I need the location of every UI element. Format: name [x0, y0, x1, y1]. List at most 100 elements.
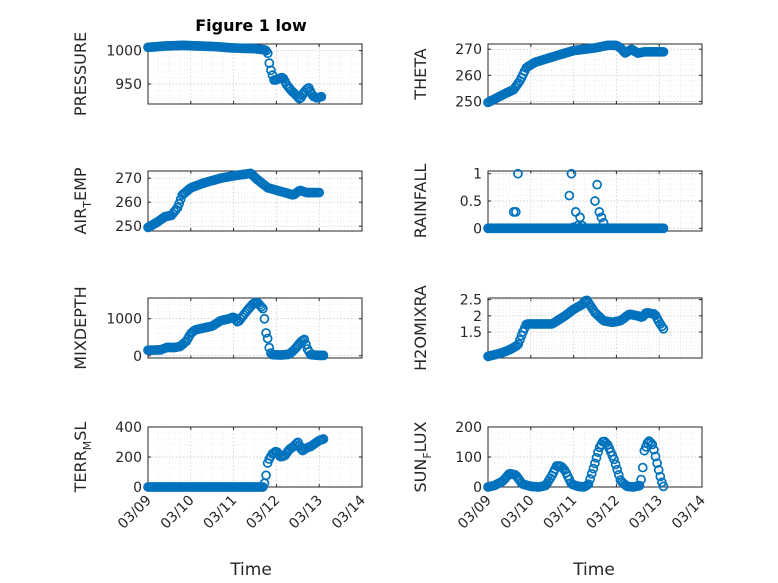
x-tick-label: 03/13 [286, 493, 326, 533]
x-tick-label: 03/11 [201, 493, 241, 533]
data-point [314, 187, 325, 198]
data-point [598, 217, 609, 228]
y-tick-label: 1000 [106, 44, 142, 60]
data-point [318, 434, 329, 444]
data-point [647, 439, 658, 450]
data-point [510, 207, 521, 217]
y-tick-label: 250 [115, 219, 142, 235]
data-point [658, 323, 669, 334]
data-point [592, 179, 602, 190]
data-point [649, 444, 659, 455]
subplot-terr-msl: 0 200 400 TERRMSL 03/09 03/10 03/11 03/12 03/13 0… [71, 420, 369, 532]
data-point [261, 470, 271, 481]
series-terr-msl [143, 434, 329, 492]
x-tick-label: 03/12 [243, 493, 283, 533]
data-point [318, 350, 329, 361]
series-theta [483, 40, 669, 108]
x-tick-label: 03/09 [115, 493, 155, 533]
y-tick-label: 200 [115, 450, 142, 466]
x-axis-label-right: Time [572, 560, 615, 580]
series-rainfall [483, 168, 669, 234]
x-tick-label: 03/09 [455, 493, 495, 533]
data-point [652, 458, 662, 469]
x-tick-label: 03/13 [626, 493, 666, 533]
y-axis-label-rainfall: RAINFALL [411, 164, 430, 239]
data-point [299, 334, 310, 345]
subplot-mixdepth: 0 1000 MIXDEPTH [71, 286, 363, 370]
y-tick-label: 2.5 [460, 293, 482, 309]
x-tick-label: 03/14 [669, 492, 709, 532]
x-tick-label: 03/12 [583, 493, 623, 533]
data-point [593, 447, 603, 458]
y-tick-label: 0 [473, 221, 482, 237]
y-axis-label-air-temp: AIRTEMP [71, 167, 94, 234]
y-tick-label: 260 [115, 195, 142, 211]
data-point [266, 65, 276, 76]
series-h2omixra [483, 295, 669, 362]
y-tick-label: 270 [115, 171, 142, 187]
data-point [655, 471, 666, 482]
y-tick-label: 250 [455, 94, 482, 110]
data-point [658, 223, 669, 234]
y-tick-label: 400 [115, 420, 142, 436]
data-point [262, 48, 273, 59]
data-point [174, 198, 184, 209]
series-mixdepth [143, 297, 329, 361]
series-air-temp [143, 168, 325, 233]
subplot-theta: 250 260 270 THETA [411, 40, 703, 110]
data-point [256, 301, 267, 312]
y-tick-label: 1000 [106, 312, 142, 328]
data-point [658, 481, 669, 492]
data-point [566, 168, 577, 179]
subplot-pressure: 950 1000 PRESSURE [71, 32, 363, 116]
data-point [658, 46, 669, 57]
data-point [564, 190, 575, 201]
data-point [573, 220, 583, 231]
figure-title: Figure 1 low [195, 16, 307, 35]
subplot-sun-flux: 0 100 200 SUNFLUX 03/09 03/10 03/11 03/12 03/13 0… [411, 420, 709, 532]
y-tick-label: 270 [455, 42, 482, 58]
subplot-h2omixra: 1.522.5 H2OMIXRA [411, 285, 703, 371]
axis-frame [487, 297, 703, 359]
y-tick-label: 200 [455, 420, 482, 436]
data-point [634, 480, 645, 491]
y-tick-label: 2 [473, 309, 482, 325]
data-point [653, 465, 664, 475]
y-tick-label: 0 [133, 349, 142, 365]
y-tick-label: 260 [455, 68, 482, 84]
data-point [259, 313, 270, 324]
data-point [261, 328, 271, 338]
y-axis-label-theta: THETA [411, 48, 430, 100]
y-tick-label: 1.5 [460, 325, 482, 341]
data-point [586, 468, 597, 479]
data-point [596, 212, 607, 223]
y-tick-label: 0 [473, 480, 482, 496]
y-axis-label-mixdepth: MIXDEPTH [71, 286, 90, 369]
data-point [258, 303, 268, 314]
data-point [590, 196, 600, 206]
y-tick-label: 100 [455, 450, 482, 466]
y-axis-label-sun-flux: SUNFLUX [411, 421, 434, 492]
axis-frame [487, 426, 703, 488]
data-point [610, 459, 621, 470]
y-axis-label-pressure: PRESSURE [71, 32, 90, 116]
subplot-rainfall: 0 0.5 1 RAINFALL [411, 164, 703, 239]
y-tick-label: 1 [473, 167, 482, 183]
y-tick-label: 0 [133, 480, 142, 496]
data-point [642, 438, 653, 448]
x-tick-label: 03/14 [329, 492, 369, 532]
subplot-air-temp: 250 260 270 AIRTEMP [71, 167, 363, 235]
data-point [262, 333, 273, 344]
data-point [588, 463, 599, 474]
data-point [612, 464, 623, 475]
y-axis-label-h2omixra: H2OMIXRA [411, 285, 430, 371]
data-point [513, 339, 524, 349]
x-axis-label-left: Time [229, 560, 272, 580]
data-point [577, 220, 588, 231]
x-tick-label: 03/11 [541, 493, 581, 533]
data-point [513, 168, 523, 179]
data-point [650, 451, 661, 462]
data-point [591, 452, 602, 463]
x-tick-label: 03/10 [158, 493, 198, 533]
